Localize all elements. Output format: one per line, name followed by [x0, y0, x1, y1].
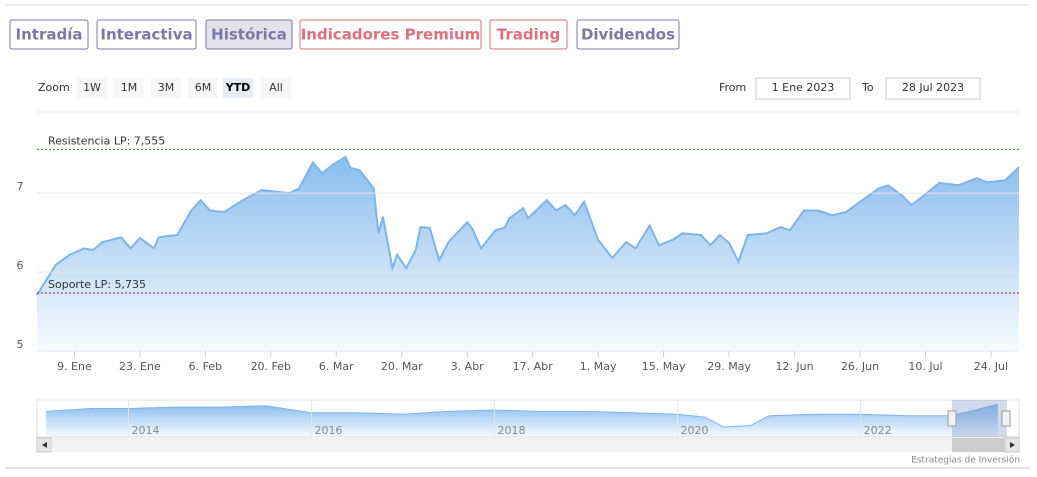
- navigator-tick-label: 2014: [132, 424, 160, 437]
- tab-label: Interactiva: [100, 26, 192, 44]
- zoom-button-label: 1W: [83, 81, 101, 94]
- price-line: [46, 403, 998, 428]
- x-tick-label: 6. Feb: [189, 360, 222, 373]
- zoom-label: Zoom: [38, 81, 70, 94]
- from-input[interactable]: [755, 77, 851, 100]
- tab-label: Indicadores Premium: [301, 26, 481, 44]
- tab[interactable]: [96, 19, 197, 50]
- x-tick-label: 12. Jun: [775, 360, 813, 373]
- from-value: 1 Ene 2023: [772, 81, 835, 94]
- y-tick-label: 7: [17, 180, 24, 193]
- arrow-left: [42, 442, 47, 448]
- area-fill: [46, 404, 998, 437]
- to-label: To: [861, 81, 874, 94]
- x-tick-label: 6. Mar: [319, 360, 354, 373]
- navigator-tick-label: 2020: [681, 424, 709, 437]
- plot-line-label: Resistencia LP: 7,555: [48, 134, 165, 147]
- zoom-button[interactable]: [261, 78, 291, 98]
- x-tick-label: 26. Jun: [841, 360, 879, 373]
- x-tick-label: 1. May: [580, 360, 617, 373]
- x-tick-label: 3. Abr: [451, 360, 484, 373]
- area-fill: [37, 156, 1019, 351]
- zoom-button-label: 3M: [158, 81, 175, 94]
- tab[interactable]: [205, 19, 293, 50]
- zoom-button-label: YTD: [225, 81, 251, 94]
- from-label: From: [719, 81, 746, 94]
- zoom-button-label: All: [269, 81, 283, 94]
- zoom-button-label: 6M: [195, 81, 212, 94]
- x-tick-label: 9. Ene: [57, 360, 92, 373]
- tab-label: Intradía: [16, 26, 83, 44]
- y-tick-label: 6: [17, 259, 24, 272]
- tab[interactable]: [489, 19, 568, 50]
- navigator-tick-label: 2018: [498, 424, 526, 437]
- x-tick-label: 29. May: [707, 360, 751, 373]
- credit: Estrategias de Inversión: [911, 455, 1020, 466]
- zoom-button-label: 1M: [121, 81, 138, 94]
- tab-label: Dividendos: [581, 26, 675, 44]
- price-line: [36, 155, 1020, 296]
- tab-label: Trading: [497, 26, 560, 44]
- scrollbar-thumb[interactable]: [952, 438, 1007, 452]
- navigator-handle[interactable]: [947, 410, 957, 427]
- tab[interactable]: [299, 19, 482, 50]
- x-tick-label: 17. Abr: [513, 360, 553, 373]
- zoom-button[interactable]: [188, 78, 218, 98]
- x-tick-label: 10. Jul: [908, 360, 942, 373]
- x-tick-label: 20. Feb: [251, 360, 291, 373]
- navigator-handle[interactable]: [1001, 410, 1011, 427]
- plot-line-label: Soporte LP: 5,735: [48, 278, 146, 291]
- to-input[interactable]: [885, 77, 981, 100]
- tab[interactable]: [576, 19, 680, 50]
- tab-label: Histórica: [211, 26, 287, 44]
- x-tick-label: 20. Mar: [381, 360, 423, 373]
- arrow-right: [1010, 442, 1015, 448]
- x-tick-label: 24. Jul: [974, 360, 1008, 373]
- zoom-button[interactable]: [223, 78, 253, 98]
- tab[interactable]: [9, 19, 89, 50]
- navigator-tick-label: 2022: [864, 424, 892, 437]
- x-tick-label: 15. May: [642, 360, 686, 373]
- y-tick-label: 5: [17, 338, 24, 351]
- zoom-button[interactable]: [151, 78, 181, 98]
- navigator-selection[interactable]: [952, 400, 1007, 437]
- to-value: 28 Jul 2023: [902, 81, 964, 94]
- zoom-button[interactable]: [77, 78, 107, 98]
- scrollbar-track[interactable]: [37, 438, 1019, 452]
- x-tick-label: 23. Ene: [119, 360, 161, 373]
- navigator-tick-label: 2016: [315, 424, 343, 437]
- zoom-button[interactable]: [114, 78, 144, 98]
